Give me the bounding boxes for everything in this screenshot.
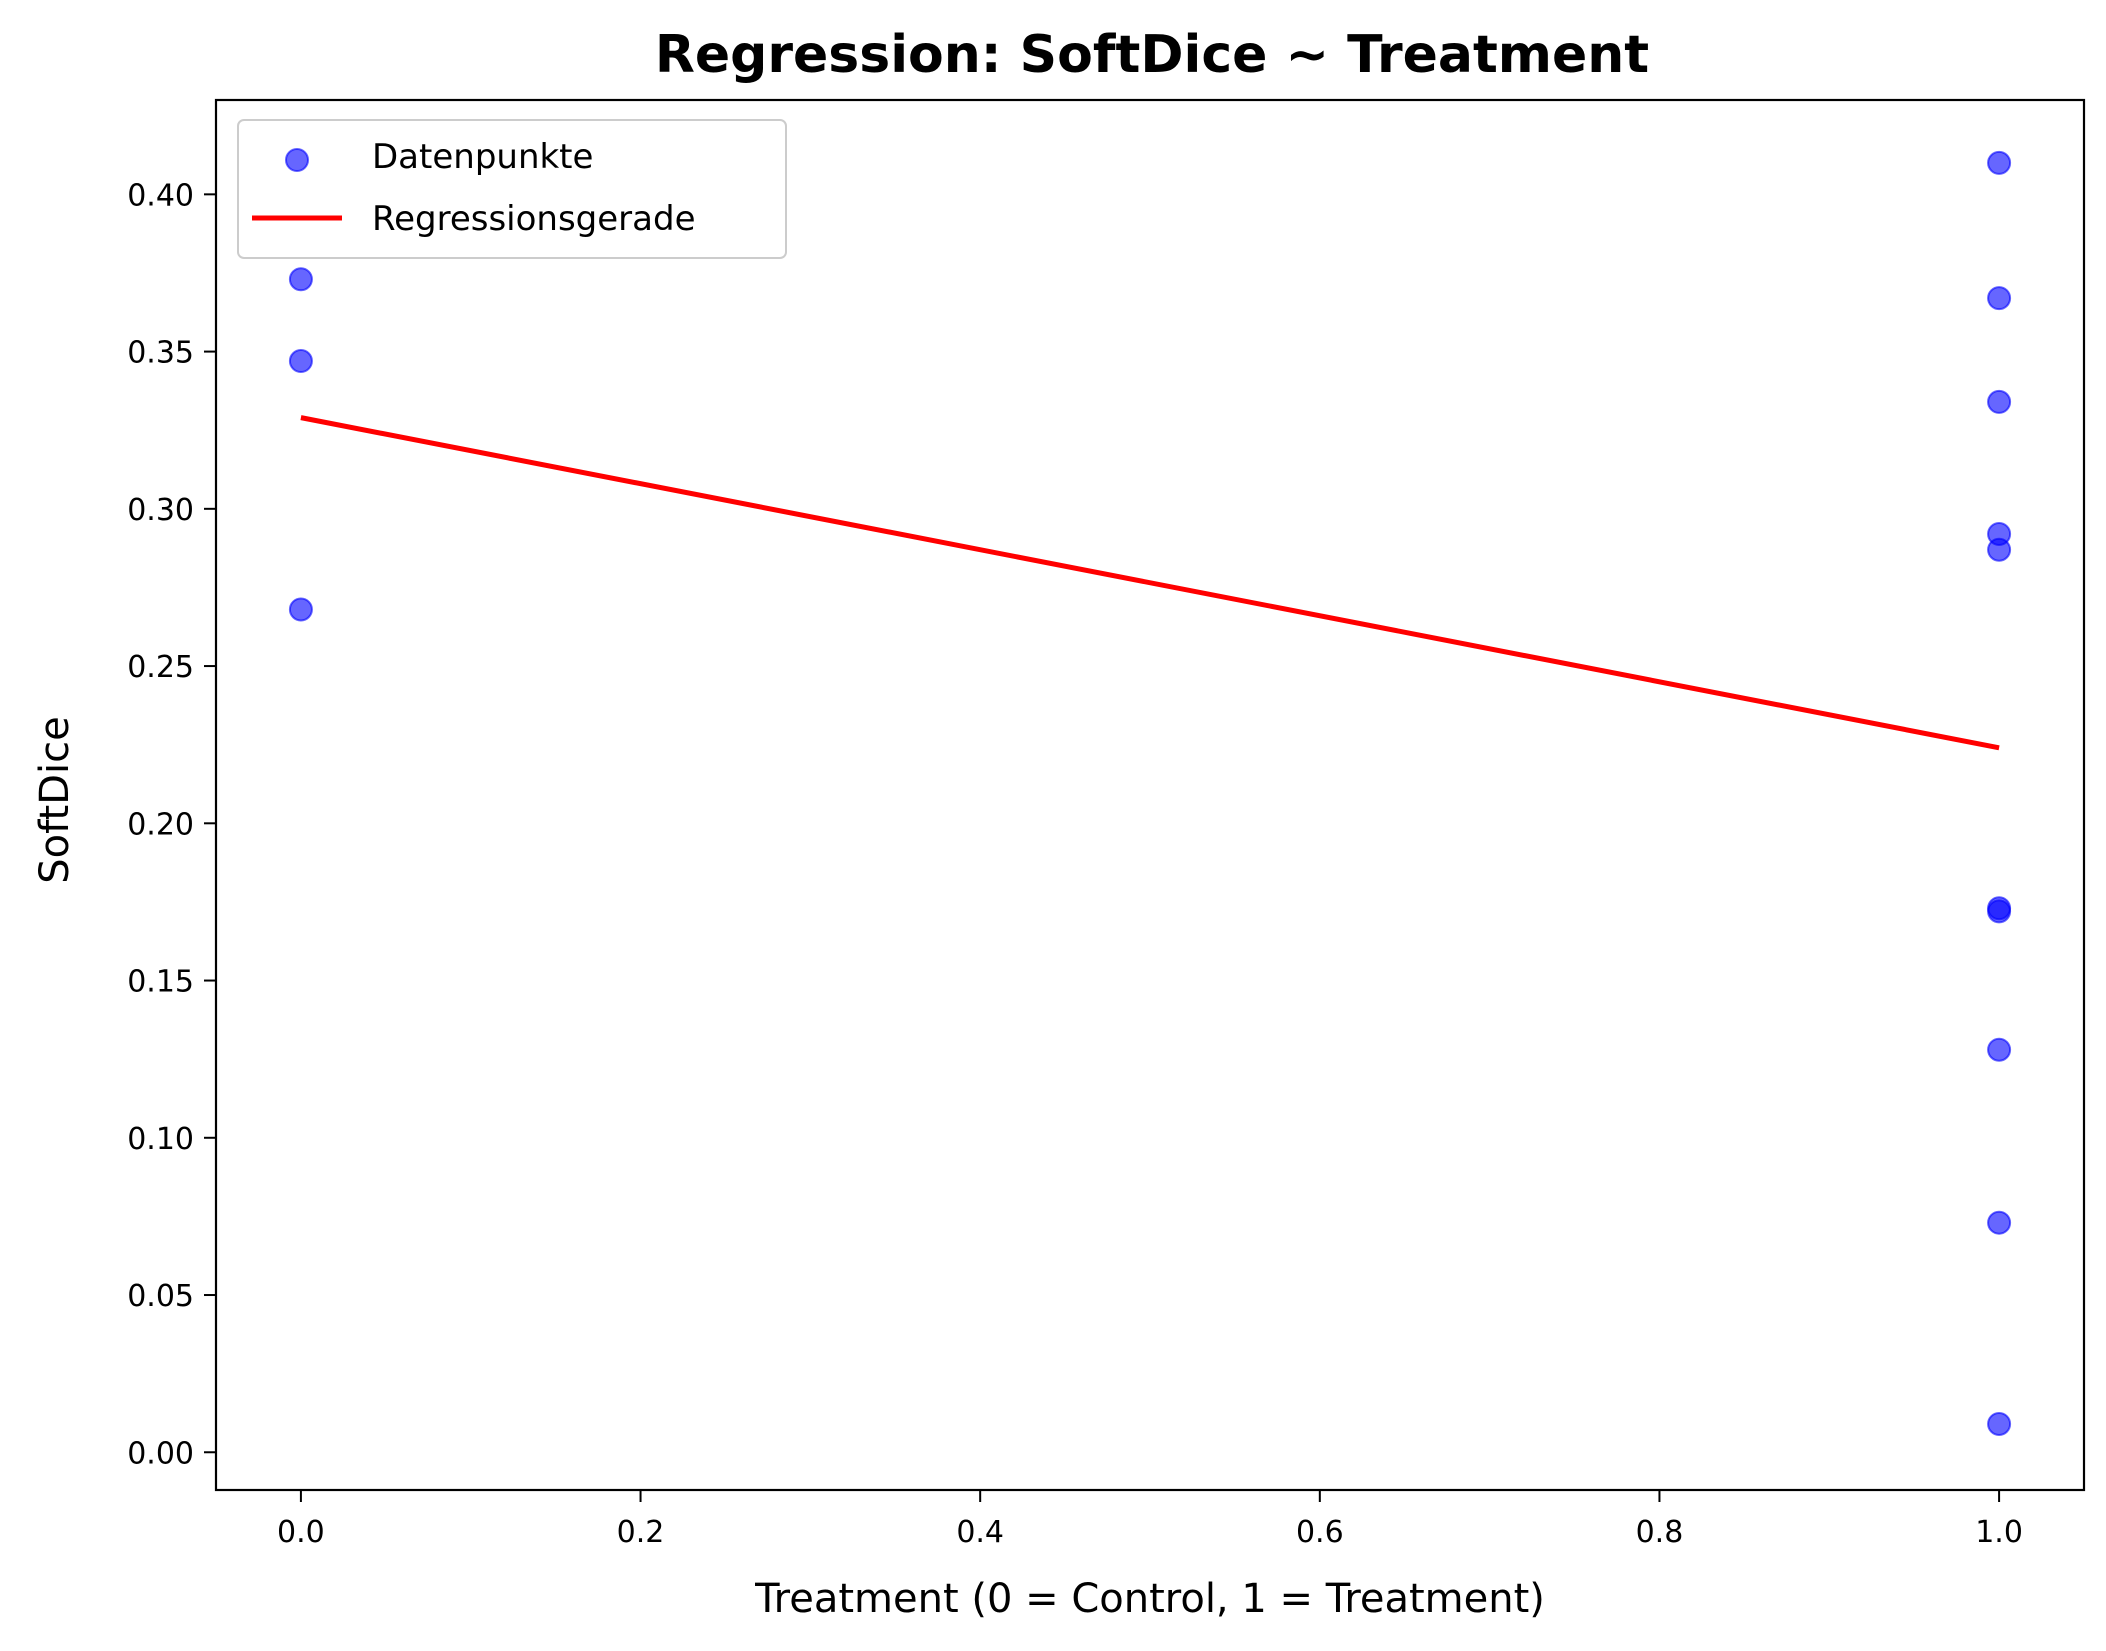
- x-tick-label: 0.0: [277, 1515, 325, 1550]
- data-point: [1987, 389, 2012, 414]
- data-point: [1987, 286, 2012, 311]
- data-point: [288, 349, 313, 374]
- x-tick-label: 0.8: [1636, 1515, 1684, 1550]
- x-axis-title: Treatment (0 = Control, 1 = Treatment): [754, 1576, 1545, 1622]
- y-tick-label: 0.30: [127, 493, 194, 528]
- x-tick-label: 0.4: [956, 1515, 1004, 1550]
- data-point: [1987, 1411, 2012, 1436]
- y-tick-label: 0.10: [127, 1122, 194, 1157]
- y-tick-label: 0.00: [127, 1436, 194, 1471]
- y-axis-ticks: 0.00 0.05 0.10 0.15 0.20 0.25 0.30 0.35 0.40: [127, 178, 216, 1471]
- data-point: [1987, 899, 2012, 924]
- x-axis-ticks: 0.0 0.2 0.4 0.6 0.8 1.0: [277, 1490, 2023, 1550]
- x-tick-label: 0.2: [617, 1515, 665, 1550]
- y-tick-label: 0.35: [127, 336, 194, 371]
- legend-frame: [237, 119, 787, 259]
- data-point: [288, 267, 313, 292]
- data-point: [288, 597, 313, 622]
- data-point: [1987, 537, 2012, 562]
- y-axis-title: SoftDice: [32, 716, 78, 883]
- legend-scatter-label: Datenpunkte: [372, 137, 593, 177]
- data-point: [1987, 1210, 2012, 1235]
- data-point: [1987, 1037, 2012, 1062]
- regression-line: [300, 415, 2000, 751]
- axes-frame: [214, 98, 2086, 1492]
- y-tick-label: 0.05: [127, 1279, 194, 1314]
- y-tick-label: 0.25: [127, 650, 194, 685]
- y-tick-label: 0.20: [127, 807, 194, 842]
- legend: Datenpunkte Regressionsgerade: [237, 119, 787, 259]
- y-tick-label: 0.15: [127, 965, 194, 1000]
- y-tick-label: 0.40: [127, 178, 194, 213]
- data-point: [1987, 150, 2012, 175]
- plot-area: [214, 98, 2086, 1492]
- legend-line-label: Regressionsgerade: [372, 199, 696, 239]
- x-tick-label: 0.6: [1296, 1515, 1344, 1550]
- chart-title: Regression: SoftDice ~ Treatment: [655, 25, 1649, 85]
- legend-scatter-marker: [285, 148, 309, 172]
- x-tick-label: 1.0: [1975, 1515, 2023, 1550]
